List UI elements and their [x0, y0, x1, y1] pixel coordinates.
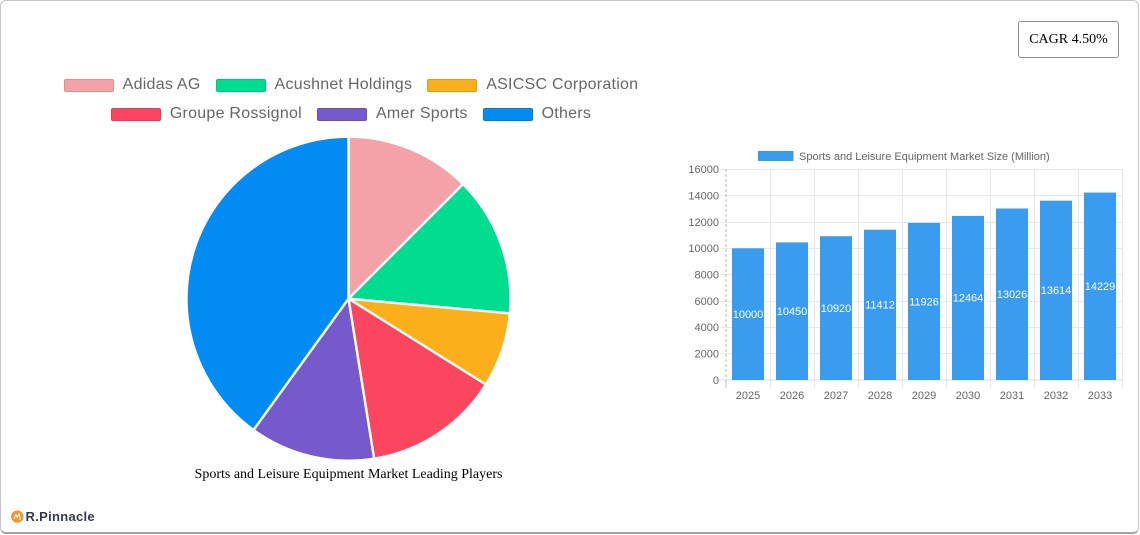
- svg-text:14000: 14000: [688, 190, 719, 202]
- svg-text:10000: 10000: [733, 309, 764, 321]
- svg-text:2026: 2026: [780, 390, 804, 402]
- svg-text:16000: 16000: [688, 164, 719, 176]
- svg-text:2027: 2027: [824, 390, 848, 402]
- svg-text:4000: 4000: [695, 322, 719, 334]
- svg-text:0: 0: [713, 375, 719, 387]
- svg-text:6000: 6000: [695, 296, 719, 308]
- svg-text:Sports and Leisure Equipment M: Sports and Leisure Equipment Market Size…: [799, 151, 1050, 163]
- svg-text:10920: 10920: [821, 303, 852, 315]
- svg-text:2032: 2032: [1044, 390, 1068, 402]
- svg-text:2031: 2031: [1000, 390, 1024, 402]
- svg-text:2033: 2033: [1088, 390, 1112, 402]
- svg-text:2029: 2029: [912, 390, 936, 402]
- svg-text:2030: 2030: [956, 390, 980, 402]
- svg-text:2025: 2025: [736, 390, 760, 402]
- svg-text:14229: 14229: [1085, 281, 1116, 293]
- svg-text:11412: 11412: [865, 300, 895, 312]
- svg-text:11926: 11926: [909, 296, 939, 308]
- svg-text:2028: 2028: [868, 390, 892, 402]
- svg-text:12464: 12464: [953, 293, 984, 305]
- svg-text:12000: 12000: [688, 217, 719, 229]
- svg-text:10000: 10000: [688, 243, 719, 255]
- svg-text:13026: 13026: [997, 289, 1028, 301]
- svg-text:2000: 2000: [695, 349, 719, 361]
- svg-text:13614: 13614: [1041, 285, 1072, 297]
- svg-text:8000: 8000: [695, 269, 719, 281]
- svg-text:10450: 10450: [777, 306, 808, 318]
